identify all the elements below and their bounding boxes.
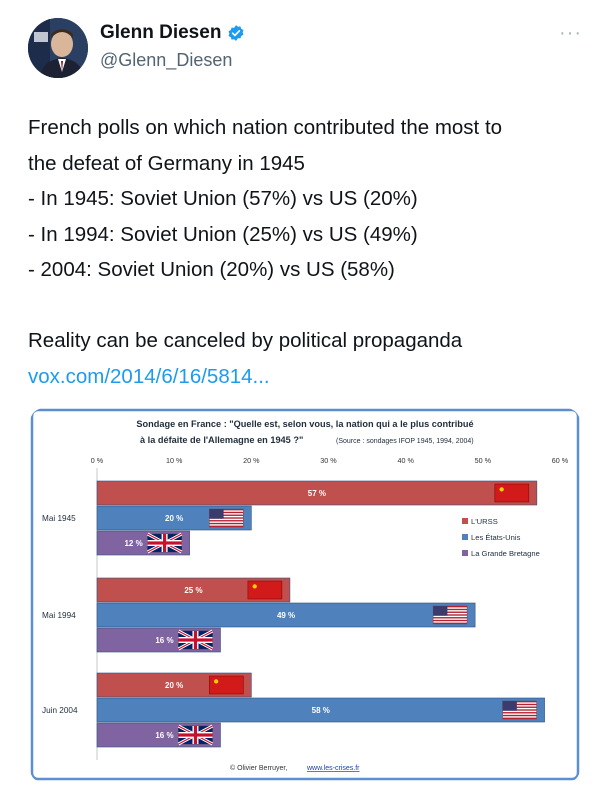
tweet-line — [28, 288, 588, 324]
bar-value-label: 25 % — [184, 586, 202, 595]
tweet-line: - 2004: Soviet Union (20%) vs US (58%) — [28, 258, 395, 281]
ussr-flag-emblem — [499, 487, 504, 492]
us-flag-stripe — [209, 511, 244, 514]
tweet-media-chart[interactable]: Sondage en France : "Quelle est, selon v… — [30, 408, 580, 783]
us-flag-stripe — [502, 709, 537, 711]
us-flag-stripe — [209, 522, 244, 525]
us-flag-stripe — [502, 701, 537, 703]
category-label: Mai 1994 — [42, 611, 76, 620]
ussr-flag-emblem — [213, 679, 219, 684]
us-flag-stripe — [209, 525, 244, 527]
legend-label: Les États-Unis — [471, 533, 521, 542]
x-tick-label: 10 % — [166, 456, 183, 465]
x-tick-label: 60 % — [552, 456, 569, 465]
us-flag-stripe — [209, 520, 244, 522]
us-flag-canton — [433, 606, 448, 616]
us-flag-stripe — [433, 617, 468, 619]
bar-value-label: 16 % — [155, 636, 173, 645]
bar-value-label: 16 % — [155, 731, 173, 740]
us-flag-stripe — [433, 622, 468, 624]
bar-value-label: 12 % — [124, 539, 142, 548]
legend-swatch — [462, 518, 468, 524]
tweet-link[interactable]: vox.com/2014/6/16/5814... — [28, 364, 270, 388]
legend-label: La Grande Bretagne — [471, 549, 540, 558]
legend-swatch — [462, 534, 468, 540]
us-flag-canton — [502, 701, 517, 711]
uk-flag-cross-red — [147, 541, 182, 545]
us-flag-canton — [209, 509, 224, 519]
uk-flag-cross-red — [178, 733, 213, 737]
author-handle[interactable]: @Glenn_Diesen — [100, 50, 233, 70]
ussr-flag-icon — [209, 675, 244, 695]
tweet-header: Glenn Diesen @Glenn_Diesen ··· — [0, 0, 608, 90]
us-flag-stripe — [502, 717, 537, 719]
bar-value-label: 20 % — [165, 681, 183, 690]
us-flag-stripe — [209, 517, 244, 519]
tweet-line: Reality can be canceled by political pro… — [28, 329, 463, 352]
ussr-flag-emblem — [252, 584, 257, 589]
bar-value-label: 20 % — [165, 514, 183, 523]
us-flag-stripe — [433, 611, 468, 613]
uk-flag-cross-red — [178, 638, 213, 642]
chart-title-line1: Sondage en France : "Quelle est, selon v… — [136, 419, 473, 429]
us-flag-stripe — [209, 509, 244, 511]
us-flag-stripe — [433, 606, 468, 608]
chart-title-line2: à la défaite de l'Allemagne en 1945 ?" — [140, 435, 303, 445]
chart-svg: Sondage en France : "Quelle est, selon v… — [30, 408, 580, 781]
tweet-line: French polls on which nation contributed… — [28, 116, 503, 139]
us-flag-stripe — [502, 714, 537, 717]
avatar[interactable] — [28, 18, 88, 78]
us-flag-stripe — [433, 608, 468, 611]
ussr-flag-icon — [247, 580, 283, 600]
avatar-image — [28, 18, 88, 78]
verified-badge-icon — [228, 25, 244, 41]
us-flag-stripe — [502, 712, 537, 714]
tweet-text: French polls on which nation contributed… — [28, 110, 588, 394]
chart-credit: © Olivier Berruyer, — [230, 764, 287, 772]
ussr-flag-icon — [494, 483, 530, 503]
category-label: Mai 1945 — [42, 514, 76, 523]
bar-value-label: 58 % — [312, 706, 330, 715]
more-options-icon[interactable]: ··· — [559, 22, 582, 44]
author-name-row: Glenn Diesen — [100, 22, 245, 44]
bar-value-label: 49 % — [277, 611, 295, 620]
legend-swatch — [462, 550, 468, 556]
bar-0 — [96, 480, 538, 506]
category-label: Juin 2004 — [42, 706, 78, 715]
tweet-line: - In 1994: Soviet Union (25%) vs US (49%… — [28, 222, 418, 246]
x-tick-label: 40 % — [397, 456, 414, 465]
x-tick-label: 50 % — [475, 456, 492, 465]
us-flag-stripe — [502, 706, 537, 708]
bar-value-label: 57 % — [308, 489, 326, 498]
tweet-line: - In 1945: Soviet Union (57%) vs US (20%… — [28, 187, 418, 210]
x-tick-label: 30 % — [320, 456, 337, 465]
legend-label: L'URSS — [471, 517, 498, 526]
bar-1 — [96, 602, 476, 628]
tweet-line: the defeat of Germany in 1945 — [28, 151, 305, 175]
chart-credit-link: www.les-crises.fr — [306, 765, 360, 772]
x-tick-label: 20 % — [243, 456, 260, 465]
x-tick-label: 0 % — [91, 456, 104, 465]
bar-1 — [96, 697, 545, 723]
us-flag-stripe — [433, 619, 468, 622]
chart-source: (Source : sondages IFOP 1945, 1994, 2004… — [336, 438, 474, 445]
us-flag-stripe — [433, 614, 468, 616]
us-flag-stripe — [502, 703, 537, 706]
us-flag-stripe — [209, 514, 244, 516]
author-name[interactable]: Glenn Diesen — [100, 22, 222, 43]
